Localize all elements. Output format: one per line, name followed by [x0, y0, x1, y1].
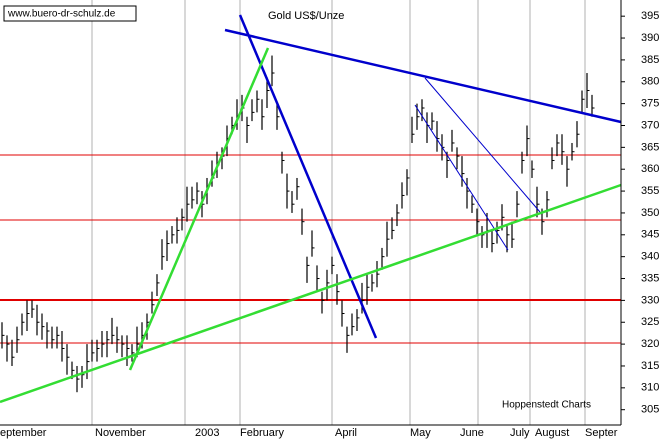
trend-line	[128, 47, 270, 371]
y-tick-label: 320	[641, 338, 659, 350]
y-tick-label: 305	[641, 404, 659, 416]
y-tick-label: 345	[641, 229, 659, 241]
credit: Hoppenstedt Charts	[502, 400, 591, 411]
source-box	[3, 5, 137, 22]
x-tick-label: eptember	[0, 427, 47, 439]
trend-line	[238, 14, 378, 339]
trend-line	[0, 183, 622, 404]
y-tick-label: 330	[641, 294, 659, 306]
y-tick-label: 370	[641, 119, 659, 131]
x-tick-label: June	[460, 427, 484, 439]
trend-lines	[0, 14, 622, 404]
trend-line	[224, 28, 622, 124]
x-tick-label: April	[335, 427, 357, 439]
y-tick-label: 315	[641, 360, 659, 372]
y-tick-label: 395	[641, 10, 659, 22]
x-tick-label: 2003	[195, 427, 219, 439]
x-tick-label: July	[510, 427, 530, 439]
x-tick-label: August	[535, 427, 569, 439]
y-tick-label: 360	[641, 163, 659, 175]
y-tick-label: 350	[641, 207, 659, 219]
y-tick-label: 385	[641, 54, 659, 66]
price-bars	[1, 55, 595, 393]
source: www.buero-dr-schulz.de	[7, 9, 116, 20]
month-gridlines	[91, 0, 586, 425]
y-tick-label: 365	[641, 141, 659, 153]
y-tick-label: 325	[641, 316, 659, 328]
y-tick-label: 375	[641, 98, 659, 110]
x-tick-label: November	[95, 427, 146, 439]
y-tick-label: 310	[641, 382, 659, 394]
y-tick-label: 335	[641, 272, 659, 284]
x-tick-label: May	[410, 427, 431, 439]
y-tick-label: 390	[641, 32, 659, 44]
y-tick-label: 340	[641, 251, 659, 263]
chart-title: Gold US$/Unze	[268, 10, 344, 22]
y-tick-label: 380	[641, 76, 659, 88]
x-tick-label: February	[240, 427, 285, 439]
x-tick-label: Septer	[585, 427, 618, 439]
channel-line	[414, 104, 509, 251]
channel-line	[424, 77, 541, 213]
y-tick-label: 355	[641, 185, 659, 197]
